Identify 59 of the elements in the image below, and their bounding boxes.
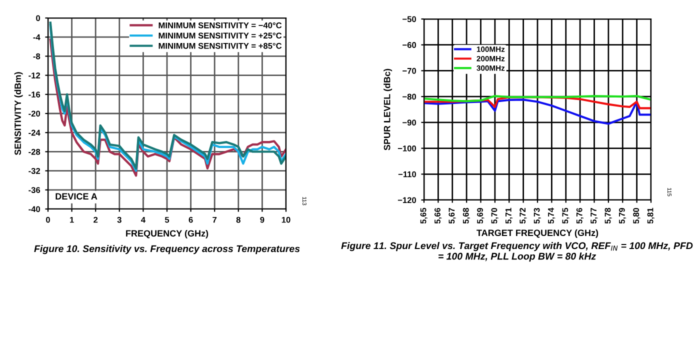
x-tick-label: 0 — [46, 216, 50, 223]
x-tick-label: 5,67 — [448, 208, 456, 224]
x-axis-title: TARGET FREQUENCY (GHz) — [476, 229, 598, 238]
y-tick-label: -4 — [33, 34, 40, 40]
y-tick-label: -40 — [28, 206, 40, 212]
y-tick-label: -8 — [33, 53, 40, 60]
y-tick-label: -36 — [28, 187, 40, 194]
y-tick-label: -24 — [28, 130, 40, 136]
annotation: DEVICE A — [56, 193, 98, 200]
x-tick-label: 5,71 — [506, 208, 513, 224]
x-tick-label: 5,80 — [633, 208, 640, 224]
y-tick-label: −50 — [402, 16, 416, 22]
x-tick-label: 9 — [260, 216, 264, 223]
x-tick-label: 5,78 — [604, 208, 612, 224]
x-tick-label: 6 — [188, 216, 193, 223]
legend-label: MINIMUM SENSITIVITY = −40°C — [158, 22, 282, 28]
x-tick-label: 10 — [282, 216, 290, 223]
y-tick-label: -16 — [28, 92, 40, 98]
x-tick-label: 1 — [70, 216, 74, 223]
line-series — [424, 98, 651, 125]
line-series — [424, 96, 651, 110]
x-tick-label: 5,79 — [618, 208, 626, 224]
x-tick-label: 5,65 — [420, 208, 428, 224]
legend-label: MINIMUM SENSITIVITY = +25°C — [158, 32, 282, 39]
y-tick-label: -32 — [28, 168, 40, 174]
x-tick-label: 5,70 — [491, 208, 498, 224]
y-axis-title: SPUR LEVEL (dBc) — [384, 68, 392, 150]
x-tick-label: 5,66 — [434, 208, 442, 224]
y-tick-label: −110 — [398, 171, 416, 178]
y-tick-label: -28 — [28, 148, 40, 155]
x-tick-label: 5,75 — [562, 208, 570, 224]
y-tick-label: −120 — [398, 197, 416, 204]
y-tick-label: −90 — [402, 120, 416, 126]
x-tick-label: 2 — [94, 216, 98, 223]
x-axis-title: FREQUENCY (GHz) — [126, 230, 208, 238]
x-tick-label: 5,77 — [590, 208, 598, 224]
text: Figure 10. Sensitivity vs. Frequency across Temperatures — [34, 245, 300, 254]
y-tick-label: −80 — [402, 94, 416, 100]
x-tick-label: 5,76 — [576, 208, 584, 224]
x-tick-label: 5,81 — [647, 208, 654, 224]
x-tick-label: 5,72 — [520, 208, 527, 224]
y-tick-label: −70 — [402, 68, 416, 74]
legend-label: MINIMUM SENSITIVITY = +85°C — [158, 42, 282, 49]
y-axis-title: SENSITIVITY (dBm) — [14, 72, 23, 156]
x-tick-label: 7 — [212, 216, 217, 223]
x-tick-label: 4 — [141, 216, 146, 223]
y-tick-label: 0 — [36, 15, 40, 22]
chart-title: Figure 11. Spur Level vs. Target Frequency with VCO, REF$_{IN}$ = 100 MHz, PFD = 100 MHz, PLL Loop BW = 80 kHz — [341, 242, 693, 262]
y-tick-label: -12 — [28, 72, 40, 78]
x-tick-label: 5,68 — [462, 208, 470, 224]
x-tick-label: 5,74 — [548, 208, 556, 224]
x-tick-label: 3 — [117, 216, 122, 223]
y-tick-label: −60 — [402, 42, 416, 48]
y-tick-label: −100 — [398, 145, 416, 152]
x-tick-label: 8 — [236, 216, 240, 223]
x-tick-label: 5,73 — [534, 208, 541, 224]
y-tick-label: -20 — [28, 110, 40, 117]
x-tick-label: 5,69 — [477, 208, 484, 224]
x-tick-label: 5 — [164, 216, 170, 223]
